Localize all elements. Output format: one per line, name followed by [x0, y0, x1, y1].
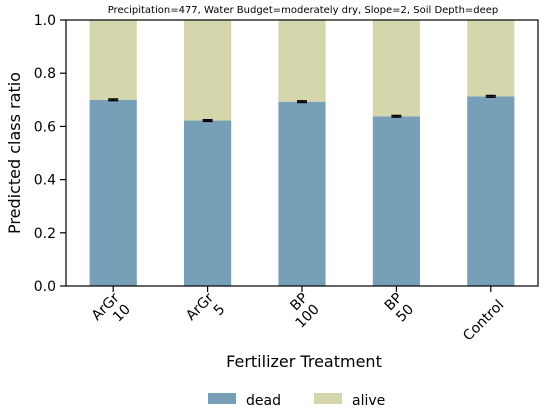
x-tick-label: ArGr10	[89, 290, 134, 335]
bar-dead-2	[278, 101, 326, 286]
x-tick-label: Control	[460, 297, 507, 344]
y-tick-label: 0.0	[34, 279, 56, 295]
bar-alive-2	[278, 20, 326, 102]
bar-alive-0	[89, 20, 137, 100]
bar-dead-1	[184, 120, 232, 286]
bar-alive-4	[467, 20, 515, 97]
x-axis: ArGr10 ArGr5 BP100 BP50 Control	[89, 286, 507, 344]
y-tick-label: 0.6	[34, 119, 56, 135]
x-tick-label-line: Control	[460, 297, 507, 344]
legend: dead alive	[208, 393, 385, 409]
chart-title: Precipitation=477, Water Budget=moderate…	[108, 5, 499, 16]
y-tick-label: 0.4	[34, 173, 56, 189]
bars-group	[89, 20, 515, 287]
y-tick-label: 0.8	[34, 66, 56, 82]
legend-label-alive: alive	[352, 393, 385, 409]
x-tick-label: BP100	[281, 290, 323, 332]
y-tick-label: 1.0	[34, 13, 56, 29]
bar-dead-0	[89, 99, 137, 286]
x-tick-label: BP50	[382, 290, 417, 325]
bar-alive-3	[372, 20, 420, 117]
y-axis: 0.0 0.2 0.4 0.6 0.8 1.0	[34, 13, 66, 295]
legend-swatch-dead	[208, 393, 236, 404]
bar-alive-1	[184, 20, 232, 121]
y-axis-title: Predicted class ratio	[5, 72, 24, 234]
bar-dead-3	[372, 116, 420, 287]
legend-swatch-alive	[314, 393, 342, 404]
x-tick-label-line: 5	[211, 301, 229, 319]
y-tick-label: 0.2	[34, 226, 56, 242]
legend-label-dead: dead	[246, 393, 281, 409]
bar-dead-4	[467, 96, 515, 286]
error-bars-group	[108, 94, 496, 123]
x-axis-title: Fertilizer Treatment	[226, 352, 382, 371]
x-tick-label: ArGr5	[183, 290, 228, 335]
